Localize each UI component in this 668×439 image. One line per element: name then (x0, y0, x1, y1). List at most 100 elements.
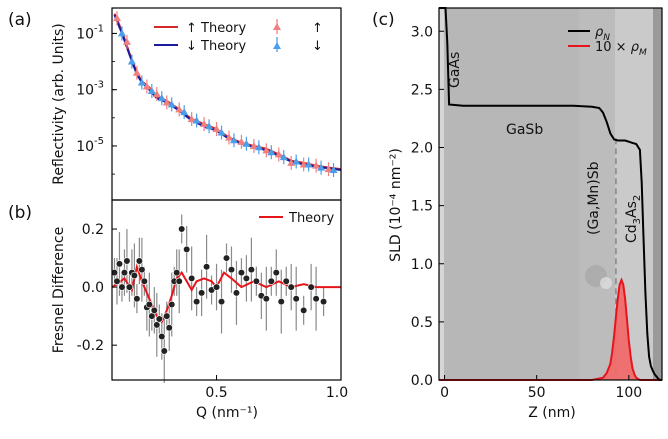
fresnel-data-point (319, 298, 328, 306)
data-point-down (205, 122, 214, 130)
fresnel-data-point (227, 266, 236, 274)
y-tick-label: 10-3 (76, 80, 104, 99)
micrograph-right-edge (653, 8, 662, 380)
fresnel-data-point (165, 324, 173, 332)
fresnel-data-point (168, 300, 176, 309)
data-point-up (132, 68, 141, 76)
legend-down-theory-text: ↓ Theory (186, 39, 247, 54)
fresnel-data-point (125, 283, 134, 291)
data-point-up (224, 133, 233, 141)
y-tick-label: 2.5 (411, 82, 433, 98)
y-tick-label: 10-1 (76, 23, 104, 42)
data-point-down (127, 57, 136, 65)
layer-label-gamnsb: (Ga,Mn)Sb (586, 161, 602, 235)
y-tick-label: 0.5 (411, 315, 433, 331)
data-point-up (122, 37, 131, 45)
x-tick-label: 0 (440, 385, 449, 401)
data-point-up (324, 165, 333, 173)
rho-sub: M (639, 48, 647, 58)
cdas-part: As (624, 201, 640, 218)
panel-c: (c) SLD (10⁻⁴ nm⁻²) Z (nm) 0.0 0.5 1.0 1.5 2… (372, 7, 663, 421)
y-tick-label: 0.0 (82, 280, 104, 296)
panel-b-ylabel: Fresnel Difference (51, 227, 67, 353)
data-point-down (217, 128, 226, 136)
layer-label-gaas: GaAs (447, 52, 463, 88)
data-point-down (267, 148, 276, 156)
legend-rho-n-text: ρN (595, 25, 610, 43)
fresnel-data-point (202, 263, 211, 271)
fresnel-data-point (188, 274, 196, 282)
layer-label-cdas: Cd3As2 (624, 195, 643, 243)
panel-a-plot (112, 11, 342, 177)
panel-b: (b) Fresnel Difference Q (nm⁻¹) 0.2 0.0 -0… (8, 199, 348, 421)
fresnel-data-point (292, 295, 300, 303)
rho: ρ (595, 25, 604, 40)
fresnel-data-point (138, 266, 146, 274)
data-point-up (274, 150, 283, 158)
panel-c-legend: ρN 10 × ρ M (568, 25, 647, 58)
micrograph-gaas-band (439, 8, 444, 380)
rho-sub: N (603, 33, 610, 43)
panel-c-micrograph (439, 8, 662, 380)
fresnel-data-point (252, 277, 260, 285)
panel-c-plot (439, 7, 662, 381)
data-point-down (292, 157, 301, 165)
series-up-theory (113, 13, 342, 171)
data-point-up (200, 120, 209, 128)
fresnel-data-point (247, 266, 255, 274)
fresnel-data-point (222, 254, 231, 262)
data-point-up (262, 146, 271, 154)
data-point-down (117, 29, 126, 37)
data-point-up (187, 115, 196, 123)
x-tick-label: 1.0 (326, 385, 348, 401)
y-tick-label: 1.0 (411, 257, 433, 273)
fresnel-data-point (163, 312, 171, 320)
data-point-up (312, 161, 321, 169)
panel-b-legend: Theory (259, 211, 334, 226)
data-point-down (254, 143, 263, 151)
panel-b-ticks: 0.2 0.0 -0.2 0.5 1.0 (77, 222, 348, 401)
panel-a-frame (111, 7, 342, 201)
data-point-down (317, 163, 326, 171)
data-point-down (192, 116, 201, 124)
y-tick-exponent: -1 (94, 23, 104, 34)
data-point-down (304, 160, 313, 168)
rho-prefix: 10 × (595, 40, 631, 55)
y-tick-label: 3.0 (411, 24, 433, 40)
panel-a: (a) Reflectivity (arb. Units) 10-110-310… (8, 7, 342, 201)
data-point-down (137, 78, 146, 86)
fresnel-data-point (110, 268, 119, 277)
y-tick-label: 2.0 (411, 141, 433, 157)
data-point-down (229, 136, 238, 144)
data-point-down (147, 86, 156, 94)
fresnel-data-point (115, 260, 124, 268)
fresnel-data-point (272, 268, 280, 277)
fresnel-data-point (183, 245, 191, 253)
fresnel-data-point (300, 306, 308, 314)
micrograph-defect-2 (600, 277, 612, 289)
fresnel-data-point (150, 306, 158, 314)
fresnel-data-point (312, 295, 320, 303)
fresnel-data-point (307, 283, 315, 291)
panel-a-label: (a) (8, 10, 32, 30)
data-point-down (279, 153, 288, 161)
fresnel-data-point (287, 283, 295, 291)
panel-b-label: (b) (8, 203, 32, 223)
y-tick-exponent: -5 (94, 136, 104, 147)
panel-c-label: (c) (372, 10, 395, 30)
legend-up-marker (273, 23, 281, 30)
panel-a-legend: ↑ Theory ↓ Theory ↑ ↓ (154, 19, 323, 54)
fresnel-data-point (242, 274, 251, 282)
fresnel-data-point (262, 295, 270, 303)
panel-c-frame (438, 7, 663, 381)
legend-up-theory-text: ↑ Theory (186, 21, 247, 36)
data-point-down (242, 139, 251, 147)
y-tick-label: -0.2 (77, 338, 104, 354)
fresnel-data-point (193, 298, 201, 306)
panel-a-yticks: 10-1 10-3 10-5 (76, 23, 117, 175)
y-tick-label: 1.5 (411, 199, 433, 215)
fresnel-data-point (140, 277, 148, 285)
data-point-up (162, 98, 171, 106)
fresnel-data-point (217, 298, 226, 306)
